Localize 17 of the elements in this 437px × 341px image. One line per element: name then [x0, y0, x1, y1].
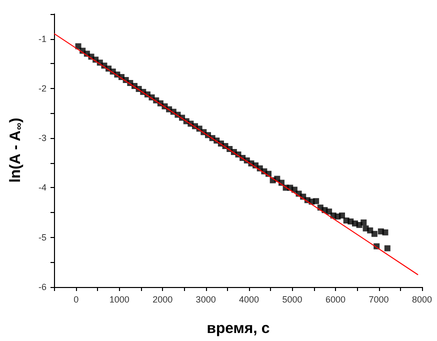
x-axis-title: время, с: [206, 320, 270, 337]
y-tick-label: -2: [38, 83, 46, 94]
x-tick-label: 8000: [412, 294, 432, 304]
y-tick-label: -3: [38, 133, 46, 144]
y-tick-label: -6: [38, 282, 46, 292]
x-tick-label: 0: [74, 294, 79, 304]
y-tick-label: -5: [38, 232, 46, 242]
y-tick-label: -4: [38, 182, 46, 193]
x-tick-label: 6000: [326, 294, 346, 304]
x-tick-label: 7000: [368, 294, 389, 304]
x-tick-label: 2000: [152, 294, 173, 304]
x-tick-label: 4000: [239, 294, 260, 304]
y-axis-title: ln(A - A∞): [7, 118, 25, 183]
x-tick-label: 1000: [109, 294, 130, 304]
x-tick-label: 3000: [196, 294, 216, 304]
y-tick-label: -1: [38, 34, 46, 44]
x-tick-label: 5000: [282, 294, 302, 304]
